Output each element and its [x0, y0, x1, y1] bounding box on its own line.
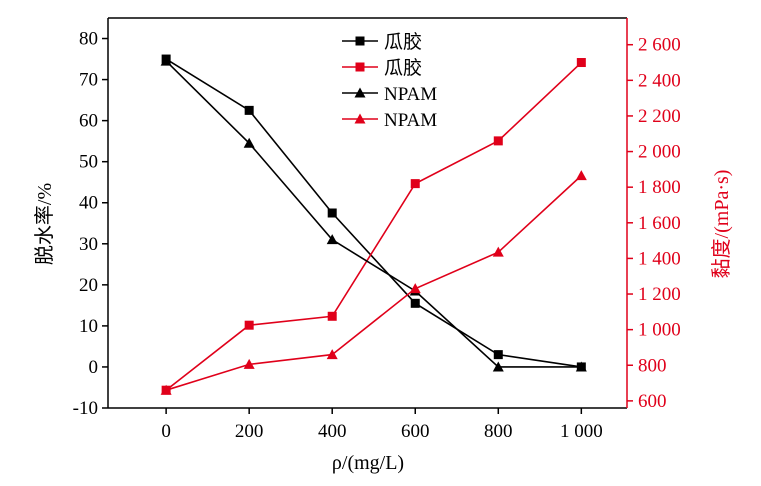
square-marker — [576, 58, 586, 68]
x-tick-label: 400 — [318, 421, 347, 442]
legend-label: NPAM — [384, 84, 437, 105]
triangle-marker — [243, 358, 255, 369]
right-tick-label: 2 000 — [638, 142, 681, 163]
x-tick-label: 200 — [235, 421, 264, 442]
legend-label: NPAM — [384, 110, 437, 131]
square-marker — [493, 136, 503, 146]
square-marker — [410, 298, 420, 308]
series-4 — [160, 170, 587, 395]
square-marker — [410, 179, 420, 189]
square-marker — [355, 36, 365, 46]
right-axis: 600 800 1 000 1 200 1 400 1 600 1 800 2 000 2 20… — [627, 35, 681, 412]
left-tick-label: 0 — [89, 357, 99, 378]
legend-label: 瓜胶 — [384, 57, 422, 79]
legend-item-2: 瓜胶 — [342, 57, 422, 79]
left-tick-label: 50 — [79, 152, 98, 173]
legend-item-4: NPAM — [342, 110, 437, 131]
x-tick-label: 800 — [484, 421, 513, 442]
right-tick-label: 1 200 — [638, 284, 681, 305]
triangle-marker — [575, 170, 587, 181]
left-tick-label: 10 — [79, 316, 98, 337]
series-line — [165, 175, 582, 391]
left-axis-title: 脱水率/% — [33, 183, 56, 265]
triangle-marker — [243, 137, 255, 148]
x-tick-label: 1 000 — [560, 421, 603, 442]
triangle-marker — [160, 384, 172, 395]
right-tick-label: 2 400 — [638, 70, 681, 91]
right-tick-label: 1 800 — [638, 177, 681, 198]
left-tick-label: 40 — [79, 193, 98, 214]
left-tick-label: 60 — [79, 111, 98, 132]
right-tick-label: 2 600 — [638, 35, 681, 56]
series-line — [165, 61, 582, 391]
x-tick-label: 600 — [401, 421, 430, 442]
series-line — [165, 58, 582, 368]
square-marker — [327, 208, 337, 218]
right-tick-label: 1 000 — [638, 320, 681, 341]
triangle-marker — [575, 361, 587, 372]
x-axis: 0 200 400 600 800 1 000 — [161, 408, 603, 442]
triangle-marker — [326, 349, 338, 360]
plot-frame — [107, 17, 628, 409]
x-axis-title: ρ/(mg/L) — [332, 452, 404, 474]
right-tick-label: 1 600 — [638, 213, 681, 234]
series-2 — [161, 58, 586, 395]
square-marker — [327, 311, 337, 321]
x-tick-label: 0 — [161, 421, 171, 442]
series-1 — [161, 54, 586, 372]
left-tick-label: 20 — [79, 275, 98, 296]
legend-label: 瓜胶 — [384, 31, 422, 53]
square-marker — [355, 62, 365, 72]
triangle-marker — [326, 234, 338, 245]
square-marker — [493, 350, 503, 360]
triangle-marker — [409, 283, 421, 294]
series-layer — [160, 54, 587, 395]
series-3 — [160, 55, 587, 372]
triangle-marker — [354, 87, 366, 98]
right-tick-label: 2 200 — [638, 106, 681, 127]
left-tick-label: 80 — [79, 29, 98, 50]
triangle-marker — [160, 55, 172, 66]
series-line — [165, 60, 582, 368]
left-tick-label: 70 — [79, 70, 98, 91]
left-tick-label: 30 — [79, 234, 98, 255]
triangle-marker — [354, 113, 366, 124]
triangle-marker — [492, 246, 504, 257]
square-marker — [244, 320, 254, 330]
legend-item-3: NPAM — [342, 84, 437, 105]
square-marker — [244, 105, 254, 115]
triangle-marker — [492, 361, 504, 372]
right-tick-label: 800 — [638, 355, 667, 376]
right-tick-label: 600 — [638, 391, 667, 412]
right-tick-label: 1 400 — [638, 248, 681, 269]
left-axis: -10 0 10 20 30 40 50 60 70 80 — [73, 29, 108, 419]
right-axis-title: 黏度/(mPa·s) — [710, 170, 733, 279]
left-tick-label: -10 — [73, 398, 98, 419]
legend-item-1: 瓜胶 — [342, 31, 422, 53]
